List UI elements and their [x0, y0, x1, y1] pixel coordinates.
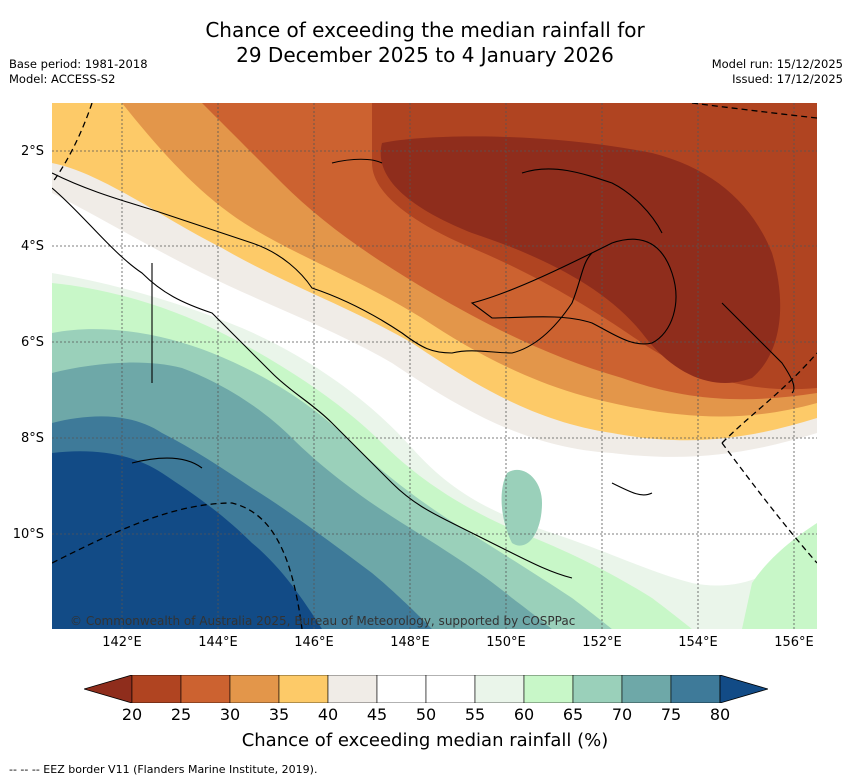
- colorbar-segments: [84, 675, 768, 703]
- lon-label-154e: 154°E: [678, 635, 718, 650]
- model-run: Model run: 15/12/2025: [711, 57, 843, 71]
- rainfall-map[interactable]: [52, 103, 817, 629]
- lat-label-6s: 6°S: [20, 335, 44, 350]
- zone-east-wet: [742, 523, 817, 629]
- lon-label-144e: 144°E: [198, 635, 238, 650]
- colorbar-tick-label: 50: [415, 705, 437, 724]
- colorbar-segment: [229, 675, 280, 703]
- lon-label-146e: 146°E: [294, 635, 334, 650]
- colorbar-segment: [327, 675, 378, 703]
- lat-label-4s: 4°S: [20, 239, 44, 254]
- chart-title: Chance of exceeding the median rainfall …: [0, 18, 850, 68]
- colorbar-segment: [376, 675, 427, 703]
- colorbar-tick-label: 60: [513, 705, 535, 724]
- colorbar-tick-label: 45: [366, 705, 388, 724]
- colorbar-segment: [278, 675, 329, 703]
- lon-label-142e: 142°E: [102, 635, 142, 650]
- colorbar-arrow-high: [719, 675, 768, 703]
- graticule: [52, 103, 817, 629]
- colorbar-tick-label: 55: [464, 705, 486, 724]
- colorbar-tick-label: 70: [611, 705, 633, 724]
- colorbar-segment: [670, 675, 721, 703]
- colorbar-tick-label: 25: [170, 705, 192, 724]
- colorbar-tick-label: 35: [268, 705, 290, 724]
- lon-label-150e: 150°E: [486, 635, 526, 650]
- colorbar-tick-label: 65: [562, 705, 584, 724]
- colorbar-segment: [425, 675, 476, 703]
- model-name: Model: ACCESS-S2: [9, 72, 116, 86]
- copyright-notice: © Commonwealth of Australia 2025, Bureau…: [70, 614, 576, 628]
- colorbar-segment: [523, 675, 574, 703]
- lat-label-10s: 10°S: [12, 527, 44, 542]
- issued-date: Issued: 17/12/2025: [732, 72, 843, 86]
- lon-label-148e: 148°E: [390, 635, 430, 650]
- map-canvas: [52, 103, 817, 629]
- colorbar: [84, 675, 768, 703]
- colorbar-tick-label: 40: [317, 705, 339, 724]
- title-line-1: Chance of exceeding the median rainfall …: [205, 18, 645, 42]
- colorbar-tick-label: 30: [219, 705, 241, 724]
- lon-label-152e: 152°E: [582, 635, 622, 650]
- colorbar-tick-label: 75: [660, 705, 682, 724]
- zone-above-80: [52, 451, 322, 629]
- colorbar-segment: [474, 675, 525, 703]
- lat-label-2s: 2°S: [20, 144, 44, 159]
- eez-legend-note: -- -- -- EEZ border V11 (Flanders Marine…: [9, 763, 318, 776]
- colorbar-arrow-low: [84, 675, 133, 703]
- coastlines: [52, 158, 795, 579]
- metadata-right: Model run: 15/12/2025 Issued: 17/12/2025: [712, 57, 843, 87]
- colorbar-segment: [180, 675, 231, 703]
- lat-label-8s: 8°S: [20, 431, 44, 446]
- base-period: Base period: 1981-2018: [9, 57, 148, 71]
- lon-label-156e: 156°E: [774, 635, 814, 650]
- metadata-left: Base period: 1981-2018 Model: ACCESS-S2: [9, 57, 148, 87]
- title-line-2: 29 December 2025 to 4 January 2026: [236, 43, 614, 67]
- colorbar-segment: [572, 675, 623, 703]
- colorbar-tick-label: 20: [121, 705, 143, 724]
- zone-patch-wet: [501, 469, 542, 546]
- colorbar-label: Chance of exceeding median rainfall (%): [241, 730, 609, 751]
- eez-borders: [52, 103, 817, 629]
- colorbar-segment: [621, 675, 672, 703]
- colorbar-segment: [131, 675, 182, 703]
- zone-below-20: [380, 136, 781, 383]
- colorbar-tick-label: 80: [709, 705, 731, 724]
